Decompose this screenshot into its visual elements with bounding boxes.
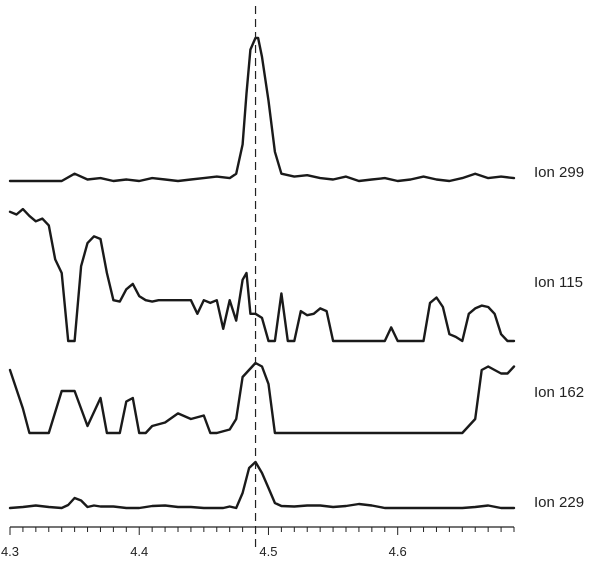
trace-ion-162 <box>8 361 516 435</box>
x-axis: 4.3 4.4 4.5 4.6 <box>1 526 515 559</box>
trace-ion-299 <box>8 36 516 183</box>
ion-label: Ion 299 <box>534 164 584 181</box>
ion-labels: Ion 299 Ion 115 Ion 162 Ion 229 <box>534 164 584 511</box>
trace-ion-115 <box>8 207 516 343</box>
x-tick-label: 4.3 <box>1 544 19 559</box>
ion-traces <box>8 36 516 510</box>
ion-label: Ion 162 <box>534 384 584 401</box>
ion-label: Ion 229 <box>534 494 584 511</box>
x-tick-label: 4.6 <box>389 544 407 559</box>
trace-ion-229 <box>8 460 516 510</box>
x-tick-label: 4.4 <box>130 544 148 559</box>
ion-label: Ion 115 <box>534 274 583 291</box>
x-tick-label: 4.5 <box>259 544 277 559</box>
